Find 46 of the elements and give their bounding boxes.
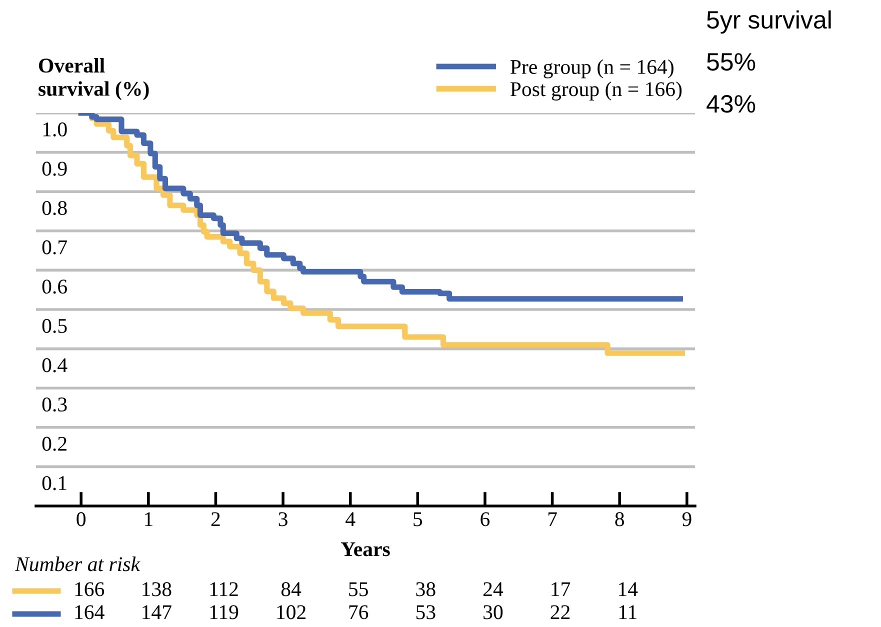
x-tick-label: 9	[682, 512, 692, 526]
x-tick-label: 5	[414, 512, 422, 526]
y-tick-label: 0.7	[42, 240, 67, 254]
text: 112	[210, 582, 238, 596]
y-axis-title: Overall survival (%)	[38, 58, 149, 100]
text: 53	[416, 605, 436, 620]
y-tick-label: 1.0	[43, 122, 67, 137]
text: Number at risk	[14, 556, 140, 572]
x-tick-label: 3	[278, 512, 288, 526]
text: 14	[619, 582, 638, 596]
text: 22	[550, 605, 570, 620]
text: 76	[349, 605, 368, 620]
y-tick-label: 0.5	[42, 318, 67, 334]
text: 102	[277, 605, 306, 620]
x-axis-title: Years	[340, 542, 390, 556]
text: 5yr survival	[707, 10, 831, 34]
y-tick-label: 0.3	[42, 397, 67, 412]
text: 84	[281, 582, 302, 596]
text: 17	[552, 582, 570, 596]
x-tick-label: 7	[548, 512, 557, 526]
x-tick-label: 2	[211, 512, 220, 526]
text: 38	[416, 582, 436, 596]
text: 11	[619, 605, 636, 620]
text: 43%	[706, 95, 756, 113]
x-tick-label: 6	[480, 512, 490, 526]
text: 55%	[707, 53, 756, 71]
y-tick-label: 0.1	[42, 476, 66, 490]
x-tick-label: 4	[346, 512, 356, 526]
text: 164	[75, 605, 104, 620]
text: 30	[484, 605, 503, 620]
legend-label: Post group (n = 166)	[510, 82, 682, 100]
x-tick-label: 8	[615, 512, 624, 526]
legend-label: Pre group (n = 164)	[510, 59, 674, 78]
y-tick-label: 0.8	[42, 200, 67, 216]
y-tick-label: 0.4	[42, 358, 68, 372]
text: 138	[142, 582, 172, 596]
text: 55	[349, 582, 368, 596]
x-tick-label: 1	[145, 512, 152, 526]
text: 119	[210, 605, 238, 620]
y-tick-label: 0.9	[42, 162, 67, 176]
x-tick-label: 0	[76, 512, 86, 526]
text: 24	[483, 582, 504, 596]
y-tick-label: 0.2	[42, 436, 66, 451]
text: 166	[75, 582, 104, 596]
text: 147	[142, 605, 172, 620]
y-tick-label: 0.6	[42, 280, 67, 294]
